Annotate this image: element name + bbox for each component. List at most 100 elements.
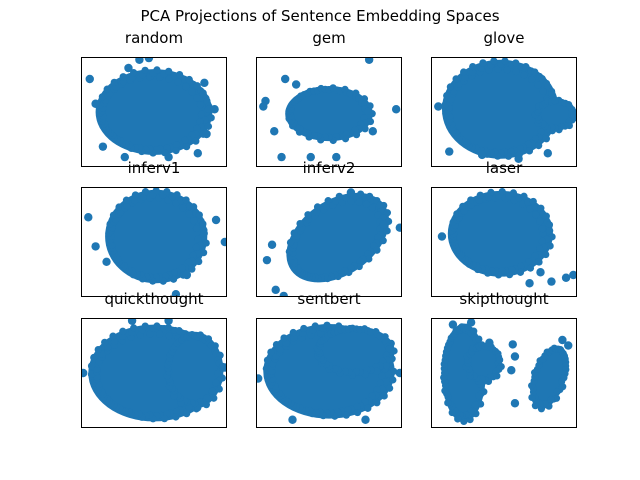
edge-point-glove <box>520 71 528 79</box>
edge-point-sentbert <box>373 367 381 375</box>
scatter-point-random <box>210 105 219 114</box>
edge-point-inferv1 <box>185 210 193 218</box>
subplot-laser: laser <box>431 159 577 297</box>
axes-frame-glove <box>431 57 577 167</box>
scatter-point-quickthought <box>81 368 88 378</box>
edge-point-quickthought <box>104 343 112 352</box>
edge-point-quickthought <box>173 407 181 416</box>
scatter-plot-skipthought <box>431 318 577 428</box>
edge-point-quickthought <box>212 379 220 387</box>
edge-point-inferv1 <box>190 203 198 211</box>
axes-frame-sentbert <box>256 318 402 428</box>
edge-point-glove <box>446 83 454 91</box>
edge-point-skipthought <box>460 417 468 426</box>
scatter-point-quickthought <box>127 318 137 325</box>
scatter-point-inferv2 <box>346 188 356 197</box>
scatter-point-quickthought <box>220 363 227 372</box>
scatter-point-gem <box>306 152 315 162</box>
edge-point-inferv1 <box>195 211 203 219</box>
edge-point-inferv1 <box>188 265 196 273</box>
edge-point-laser <box>487 188 495 196</box>
subplot-gem: gem <box>256 29 402 167</box>
scatter-plot-gem <box>256 57 402 167</box>
edge-point-random <box>141 66 149 74</box>
edge-point-gem <box>366 117 375 126</box>
edge-point-sentbert <box>290 334 298 342</box>
edge-point-laser <box>517 262 525 270</box>
edge-point-sentbert <box>389 376 397 384</box>
edge-point-sentbert <box>353 408 362 417</box>
scatter-point-random <box>124 63 133 73</box>
scatter-point-gem <box>368 127 377 136</box>
edge-point-quickthought <box>172 413 180 421</box>
edge-point-glove <box>548 91 556 99</box>
scatter-point-random <box>135 57 144 64</box>
point-cloud-inferv1-0 <box>105 189 208 284</box>
edge-point-random <box>203 97 211 105</box>
scatter-point-laser <box>525 279 534 288</box>
edge-point-sentbert <box>263 356 272 364</box>
edge-point-quickthought <box>94 345 102 354</box>
edge-point-laser <box>526 264 535 272</box>
edge-point-glove <box>516 144 524 153</box>
edge-point-sentbert <box>376 379 385 387</box>
edge-point-random <box>165 67 173 75</box>
subplot-random: random <box>81 29 227 167</box>
scatter-plot-quickthought <box>81 318 227 428</box>
edge-point-skipthought <box>470 327 478 335</box>
edge-point-sentbert <box>373 399 381 407</box>
edge-point-random <box>172 147 180 155</box>
edge-point-random <box>176 70 184 79</box>
edge-point-quickthought <box>109 332 117 340</box>
edge-point-glove <box>525 147 534 155</box>
edge-point-inferv2 <box>324 197 332 205</box>
edge-point-sentbert <box>382 362 390 370</box>
scatter-point-skipthought <box>558 335 567 345</box>
point-cloud-glove-0 <box>441 59 559 159</box>
edge-point-quickthought <box>214 369 222 378</box>
edge-point-random <box>119 78 128 86</box>
edge-point-random <box>188 88 196 96</box>
edge-point-glove <box>468 68 477 76</box>
edge-point-laser <box>516 268 525 276</box>
edge-point-inferv1 <box>179 204 187 212</box>
scatter-point-inferv2 <box>267 240 277 249</box>
scatter-point-skipthought <box>508 340 517 349</box>
edge-point-random <box>196 118 204 126</box>
subplot-title-quickthought: quickthought <box>104 290 204 308</box>
edge-point-random <box>110 78 118 86</box>
scatter-point-sentbert <box>256 374 263 383</box>
scatter-point-inferv1 <box>84 213 93 222</box>
edge-point-glove <box>460 68 468 76</box>
edge-point-glove <box>512 59 520 67</box>
scatter-point-inferv2 <box>262 255 272 265</box>
subplot-inferv2: inferv2 <box>256 159 402 297</box>
edge-point-quickthought <box>208 387 216 395</box>
edge-point-inferv2 <box>313 203 322 211</box>
scatter-point-skipthought <box>466 318 476 327</box>
edge-point-random <box>182 83 190 91</box>
edge-point-inferv1 <box>195 257 203 266</box>
edge-point-inferv1 <box>202 239 210 247</box>
scatter-point-gem <box>391 105 401 114</box>
edge-point-laser <box>509 189 518 197</box>
edge-point-random <box>130 69 138 77</box>
edge-point-inferv1 <box>189 251 197 259</box>
scatter-point-inferv1 <box>91 242 100 251</box>
scatter-point-gem <box>259 102 268 111</box>
edge-point-inferv2 <box>368 204 376 212</box>
edge-point-glove <box>443 92 451 100</box>
edge-point-skipthought <box>496 356 504 364</box>
edge-point-inferv1 <box>199 220 207 228</box>
edge-point-skipthought <box>531 402 539 410</box>
edge-point-gem <box>352 131 361 139</box>
scatter-point-skipthought <box>485 338 494 347</box>
edge-point-sentbert <box>289 328 297 337</box>
scatter-point-glove <box>434 102 443 111</box>
subplot-title-inferv1: inferv1 <box>127 159 181 177</box>
edge-point-quickthought <box>177 399 185 407</box>
edge-point-sentbert <box>331 365 339 373</box>
edge-point-skipthought <box>475 392 483 400</box>
edge-point-inferv1 <box>170 275 178 283</box>
edge-point-quickthought <box>153 322 161 330</box>
